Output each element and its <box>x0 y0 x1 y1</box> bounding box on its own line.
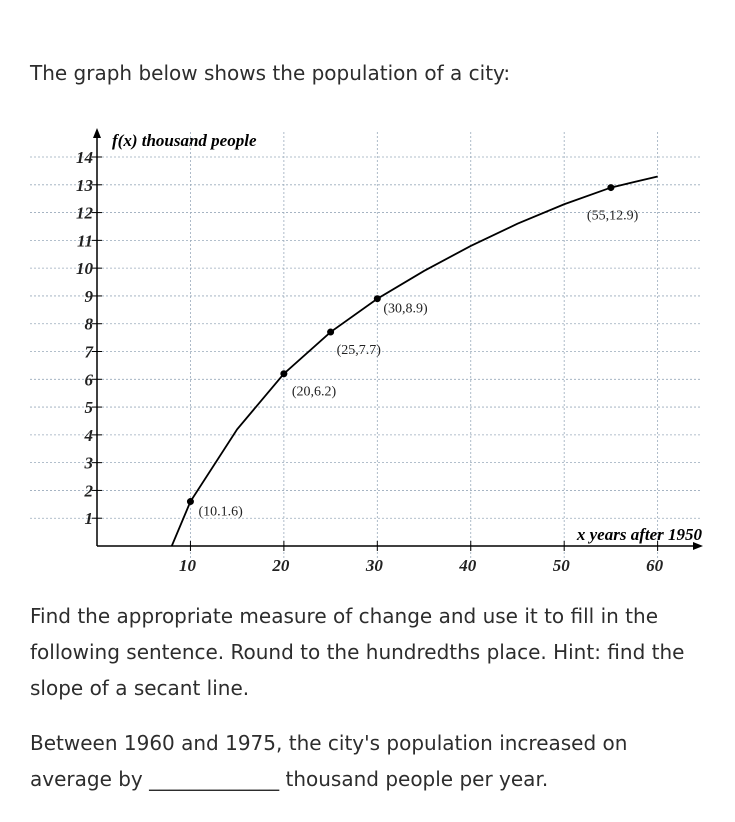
y-tick-label: 12 <box>76 204 94 223</box>
x-tick-label: 40 <box>458 556 477 575</box>
y-tick-label: 8 <box>85 315 94 334</box>
sentence: Between 1960 and 1975, the city's popula… <box>30 731 628 791</box>
y-tick-label: 2 <box>84 481 94 500</box>
curve <box>170 175 658 547</box>
y-axis-arrow <box>93 128 101 138</box>
y-tick-label: 7 <box>85 343 95 362</box>
instructions: Find the appropriate measure of change a… <box>30 604 685 700</box>
x-axis-label: x years after 1950 <box>576 525 703 544</box>
y-tick-label: 3 <box>84 454 94 473</box>
x-tick-label: 20 <box>271 556 290 575</box>
point <box>327 328 335 336</box>
point-label: (20,6.2) <box>292 385 337 400</box>
point <box>186 498 194 506</box>
chart: f(x) thousand people x years after 1950 … <box>30 128 703 575</box>
x-tick-label: 50 <box>553 556 571 575</box>
point-label: (30,8.9) <box>383 302 428 317</box>
y-tick-label: 4 <box>84 426 94 445</box>
point <box>373 295 381 303</box>
point-label: (55,12.9) <box>587 209 639 224</box>
point-label: (25,7.7) <box>337 343 382 358</box>
y-tick-label: 9 <box>85 287 94 306</box>
point-label: (10.1.6) <box>198 505 243 520</box>
prompt: The graph below shows the population of … <box>30 61 511 85</box>
y-axis-label: f(x) thousand people <box>112 131 257 150</box>
x-tick-label: 30 <box>365 556 384 575</box>
y-tick-label: 5 <box>85 398 94 417</box>
point <box>607 184 615 192</box>
x-axis-arrow <box>693 542 703 550</box>
x-tick-label: 10 <box>179 556 197 575</box>
y-tick-label: 14 <box>76 148 93 167</box>
y-tick-label: 10 <box>76 259 94 278</box>
y-tick-label: 6 <box>85 370 94 389</box>
y-tick-label: 11 <box>77 231 93 250</box>
x-tick-label: 60 <box>646 556 664 575</box>
point <box>280 370 288 378</box>
y-tick-label: 1 <box>85 509 94 528</box>
y-tick-label: 13 <box>76 176 94 195</box>
